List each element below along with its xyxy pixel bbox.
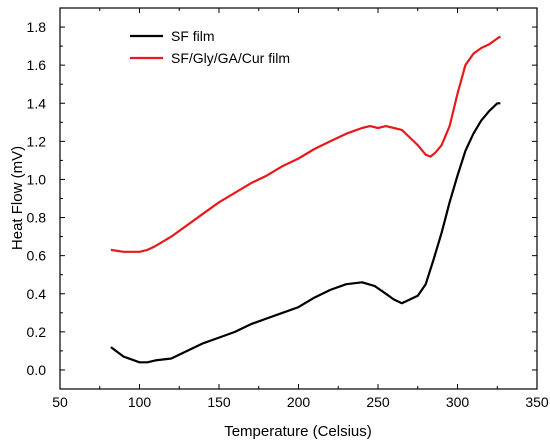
y-tick-label: 0.4 [27, 286, 47, 302]
y-tick-label: 1.8 [27, 19, 47, 35]
y-tick-label: 1.0 [27, 171, 47, 187]
x-tick-label: 300 [446, 394, 470, 410]
y-tick-label: 0.8 [27, 210, 47, 226]
x-tick-label: 350 [525, 394, 549, 410]
x-tick-label: 100 [128, 394, 152, 410]
x-axis: 50 100 150 200 250 300 350 [52, 8, 549, 410]
x-axis-title: Temperature (Celsius) [224, 423, 372, 440]
x-tick-label: 50 [52, 394, 68, 410]
series-layer [110, 35, 501, 364]
x-tick-label: 200 [287, 394, 311, 410]
y-axis: 0.0 0.2 0.4 0.6 0.8 1.0 1.2 1.4 1.6 1.8 [27, 19, 537, 378]
legend-label: SF film [171, 28, 215, 44]
x-tick-label: 150 [207, 394, 231, 410]
y-tick-label: 0.6 [27, 248, 47, 264]
legend-label: SF/Gly/GA/Cur film [171, 50, 290, 66]
y-tick-label: 1.2 [27, 133, 47, 149]
y-tick-label: 0.0 [27, 362, 47, 378]
x-tick-label: 250 [366, 394, 390, 410]
series-line-sf-film [110, 102, 501, 364]
y-tick-label: 0.2 [27, 324, 47, 340]
y-tick-label: 1.4 [27, 95, 47, 111]
y-tick-label: 1.6 [27, 57, 47, 73]
series-line-sf-gly-ga-cur-film [110, 35, 501, 253]
y-axis-title: Heat Flow (mV) [9, 146, 26, 250]
legend: SF film SF/Gly/GA/Cur film [130, 28, 290, 66]
